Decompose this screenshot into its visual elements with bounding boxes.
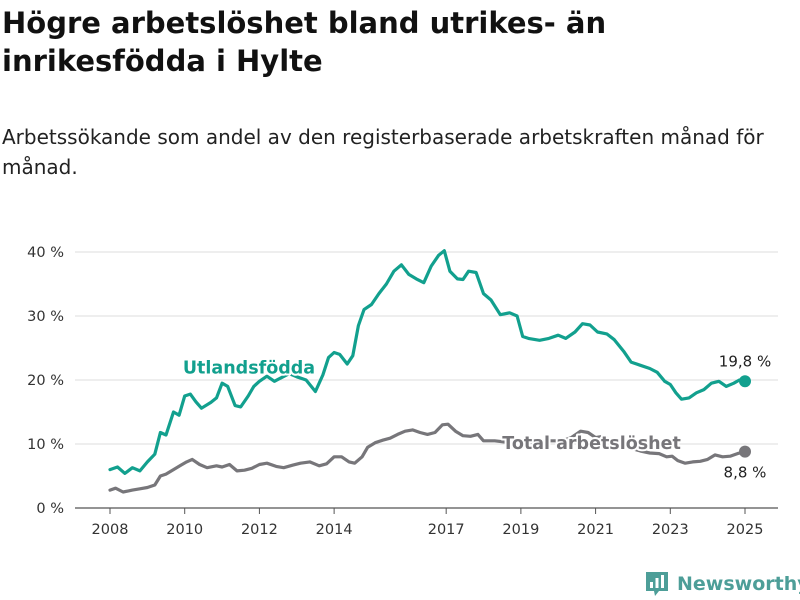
y-tick-label: 30 % (27, 309, 64, 325)
series-line-total (108, 422, 747, 494)
series-line-utlandsfodda (108, 249, 747, 475)
y-tick-label: 10 % (27, 437, 64, 453)
series-label-total: Total arbetslöshet (502, 434, 681, 454)
x-tick-label: 2025 (727, 522, 764, 538)
x-tick-label: 2012 (241, 522, 278, 538)
end-value-utlandsfodda: 19,8 % (719, 352, 771, 370)
endpoint-dot-total (739, 445, 751, 458)
end-value-total: 8,8 % (724, 464, 767, 482)
series-label-utlandsfodda: Utlandsfödda (183, 359, 315, 379)
y-tick-label: 20 % (27, 373, 64, 389)
newsworthy-chart-icon (646, 572, 668, 596)
chart-title: Högre arbetslöshet bland utrikes- än inr… (2, 6, 607, 78)
series-labels: Utlandsfödda Total arbetslöshet 19,8 % 8,8 … (181, 352, 771, 482)
newsworthy-logo[interactable]: Newsworthy (644, 568, 800, 600)
y-tick-label: 40 % (27, 245, 64, 261)
endpoint-dot-utlandsfodda (739, 375, 751, 388)
series-lines (108, 249, 751, 494)
gridlines (75, 251, 778, 445)
x-tick-label: 2019 (502, 522, 539, 538)
y-tick-label: 0 % (36, 501, 64, 517)
x-tick-label: 2014 (316, 522, 353, 538)
x-tick-label: 2021 (577, 522, 614, 538)
axes: 0 % 10 % 20 % 30 % 40 % 2008 2010 2012 2014 2017 2… (27, 245, 778, 538)
x-tick-label: 2023 (652, 522, 689, 538)
chart-subtitle: Arbetssökande som andel av den registerb… (2, 125, 764, 179)
x-tick-label: 2008 (92, 522, 129, 538)
x-tick-label: 2010 (166, 522, 203, 538)
brand-name: Newsworthy (677, 573, 800, 595)
x-tick-label: 2017 (428, 522, 465, 538)
